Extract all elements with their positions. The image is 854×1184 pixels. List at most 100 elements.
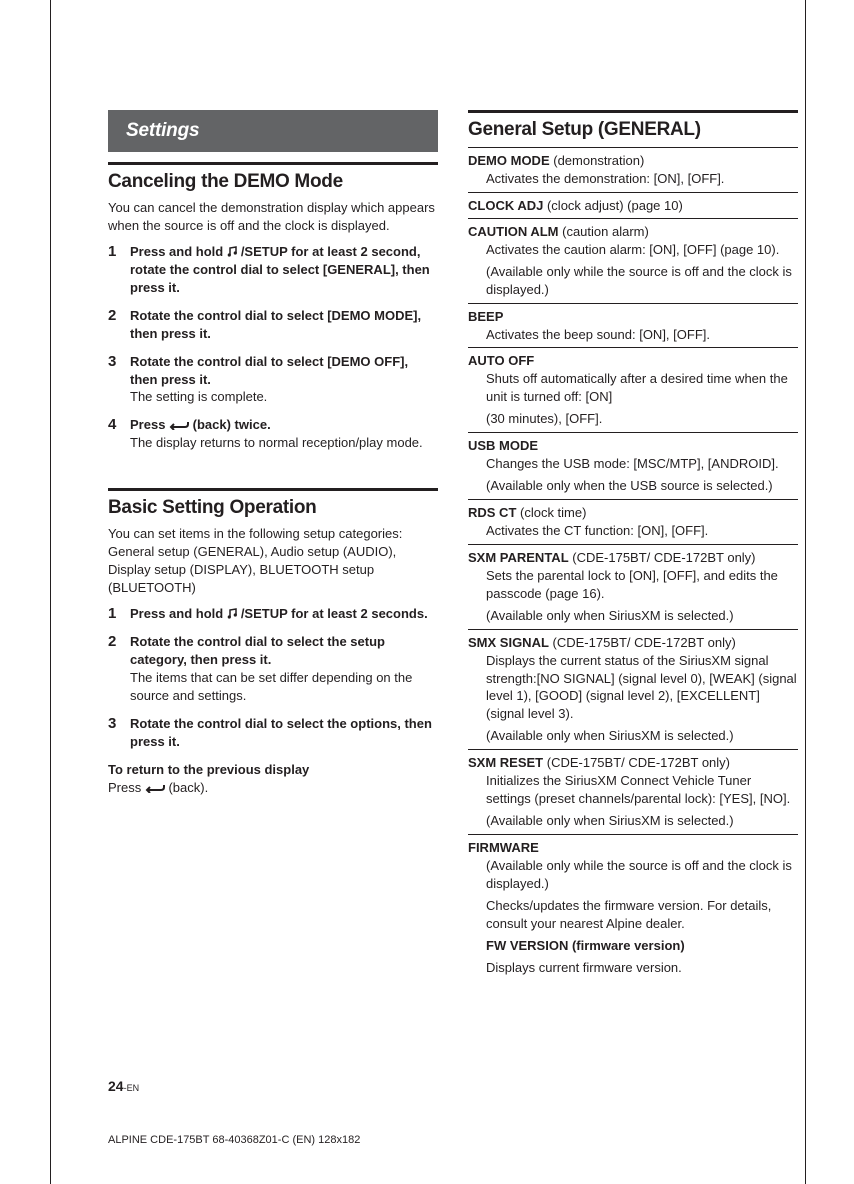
- note-setup-icon: [227, 608, 241, 619]
- step-number: 1: [108, 605, 120, 623]
- item-rule: [468, 147, 798, 148]
- item-desc: Activates the demonstration: [ON], [OFF]…: [468, 170, 798, 188]
- rule: [468, 110, 798, 113]
- item-desc: Changes the USB mode: [MSC/MTP], [ANDROI…: [468, 455, 798, 473]
- item-rule: [468, 432, 798, 433]
- item-title-bold: CLOCK ADJ: [468, 198, 543, 213]
- step-text: Press and hold /SETUP for at least 2 sec…: [130, 243, 438, 297]
- step-text: Press (back) twice.: [130, 416, 438, 434]
- item-title-bold: SMX SIGNAL: [468, 635, 549, 650]
- step-sub: The items that can be set differ dependi…: [130, 669, 438, 705]
- item-title-suffix: (CDE-175BT/ CDE-172BT only): [543, 755, 730, 770]
- item-desc: Activates the beep sound: [ON], [OFF].: [468, 326, 798, 344]
- setup-item: CLOCK ADJ (clock adjust) (page 10): [468, 197, 798, 215]
- step-3: 3 Rotate the control dial to select [DEM…: [108, 353, 438, 407]
- step-number: 2: [108, 633, 120, 705]
- step-text: Rotate the control dial to select [DEMO …: [130, 353, 438, 389]
- item-title-bold: BEEP: [468, 309, 503, 324]
- intro-text: General setup (GENERAL), Audio setup (AU…: [108, 543, 438, 597]
- item-rule: [468, 499, 798, 500]
- item-title: USB MODE: [468, 437, 798, 455]
- item-desc: Checks/updates the firmware version. For…: [468, 897, 798, 933]
- return-body: Press (back).: [108, 779, 438, 797]
- item-title-bold: FIRMWARE: [468, 840, 539, 855]
- step-1b: 1 Press and hold /SETUP for at least 2 s…: [108, 605, 438, 623]
- setup-item: USB MODE Changes the USB mode: [MSC/MTP],…: [468, 437, 798, 495]
- page-number-suffix: -EN: [124, 1083, 140, 1093]
- page-number: 24-EN: [108, 1078, 139, 1094]
- item-desc: Displays the current status of the Siriu…: [468, 652, 798, 724]
- setup-item: RDS CT (clock time)Activates the CT func…: [468, 504, 798, 540]
- item-desc: (Available only while the source is off …: [468, 857, 798, 893]
- item-title-bold: DEMO MODE: [468, 153, 550, 168]
- step-2: 2 Rotate the control dial to select [DEM…: [108, 307, 438, 343]
- step-number: 3: [108, 353, 120, 407]
- item-title-bold: CAUTION ALM: [468, 224, 559, 239]
- setup-item: FIRMWARE (Available only while the source…: [468, 839, 798, 977]
- step-sub: The setting is complete.: [130, 388, 438, 406]
- item-subheading: FW VERSION (firmware version): [468, 937, 798, 955]
- text: Press and hold: [130, 606, 227, 621]
- intro-text: You can set items in the following setup…: [108, 525, 438, 543]
- item-desc: (Available only while the source is off …: [468, 263, 798, 299]
- return-title: To return to the previous display: [108, 761, 438, 779]
- setup-item: SXM PARENTAL (CDE-175BT/ CDE-172BT only)…: [468, 549, 798, 625]
- item-rule: [468, 192, 798, 193]
- rule: [108, 162, 438, 165]
- heading-general-setup: General Setup (GENERAL): [468, 119, 798, 141]
- step-text: Rotate the control dial to select the se…: [130, 633, 438, 669]
- item-title: SMX SIGNAL (CDE-175BT/ CDE-172BT only): [468, 634, 798, 652]
- item-title-suffix: (CDE-175BT/ CDE-172BT only): [549, 635, 736, 650]
- crop-mark-left: [50, 0, 51, 1184]
- item-title: FIRMWARE: [468, 839, 798, 857]
- item-rule: [468, 544, 798, 545]
- item-title: CLOCK ADJ (clock adjust) (page 10): [468, 197, 798, 215]
- setup-item: AUTO OFF Shuts off automatically after a …: [468, 352, 798, 428]
- item-title-suffix: (caution alarm): [559, 224, 649, 239]
- item-title: AUTO OFF: [468, 352, 798, 370]
- step-sub: The display returns to normal reception/…: [130, 434, 438, 452]
- text: Press and hold: [130, 244, 227, 259]
- setup-item: SXM RESET (CDE-175BT/ CDE-172BT only)Ini…: [468, 754, 798, 830]
- step-4: 4 Press (back) twice. The display return…: [108, 416, 438, 452]
- step-text: Rotate the control dial to select [DEMO …: [130, 307, 438, 343]
- item-title: SXM RESET (CDE-175BT/ CDE-172BT only): [468, 754, 798, 772]
- item-title-suffix: (CDE-175BT/ CDE-172BT only): [569, 550, 756, 565]
- item-rule: [468, 749, 798, 750]
- text: Press: [130, 417, 169, 432]
- page-content: Settings Canceling the DEMO Mode You can…: [108, 110, 798, 981]
- setup-item: CAUTION ALM (caution alarm)Activates the…: [468, 223, 798, 299]
- item-title: RDS CT (clock time): [468, 504, 798, 522]
- page-number-value: 24: [108, 1078, 124, 1094]
- step-2b: 2 Rotate the control dial to select the …: [108, 633, 438, 705]
- intro-text: You can cancel the demonstration display…: [108, 199, 438, 235]
- left-column: Settings Canceling the DEMO Mode You can…: [108, 110, 438, 981]
- item-desc: Sets the parental lock to [ON], [OFF], a…: [468, 567, 798, 603]
- item-title: CAUTION ALM (caution alarm): [468, 223, 798, 241]
- text: Press: [108, 780, 145, 795]
- item-title: BEEP: [468, 308, 798, 326]
- item-rule: [468, 347, 798, 348]
- step-number: 2: [108, 307, 120, 343]
- heading-basic-setting: Basic Setting Operation: [108, 497, 438, 519]
- step-text: Press and hold /SETUP for at least 2 sec…: [130, 605, 438, 623]
- setup-item: DEMO MODE (demonstration)Activates the d…: [468, 152, 798, 188]
- setup-item: SMX SIGNAL (CDE-175BT/ CDE-172BT only)Di…: [468, 634, 798, 746]
- text: /SETUP for at least 2 seconds.: [241, 606, 428, 621]
- item-title-suffix: (clock adjust) (page 10): [543, 198, 682, 213]
- item-title: DEMO MODE (demonstration): [468, 152, 798, 170]
- item-title-bold: SXM RESET: [468, 755, 543, 770]
- item-title-suffix: (clock time): [516, 505, 586, 520]
- step-number: 3: [108, 715, 120, 751]
- item-title-bold: AUTO OFF: [468, 353, 534, 368]
- item-title-bold: USB MODE: [468, 438, 538, 453]
- heading-cancel-demo: Canceling the DEMO Mode: [108, 171, 438, 193]
- step-text: Rotate the control dial to select the op…: [130, 715, 438, 751]
- item-desc: (Available only when the USB source is s…: [468, 477, 798, 495]
- item-desc: Shuts off automatically after a desired …: [468, 370, 798, 406]
- settings-banner: Settings: [108, 110, 438, 152]
- item-rule: [468, 303, 798, 304]
- item-title-bold: SXM PARENTAL: [468, 550, 569, 565]
- step-1: 1 Press and hold /SETUP for at least 2 s…: [108, 243, 438, 297]
- item-desc: (Available only when SiriusXM is selecte…: [468, 607, 798, 625]
